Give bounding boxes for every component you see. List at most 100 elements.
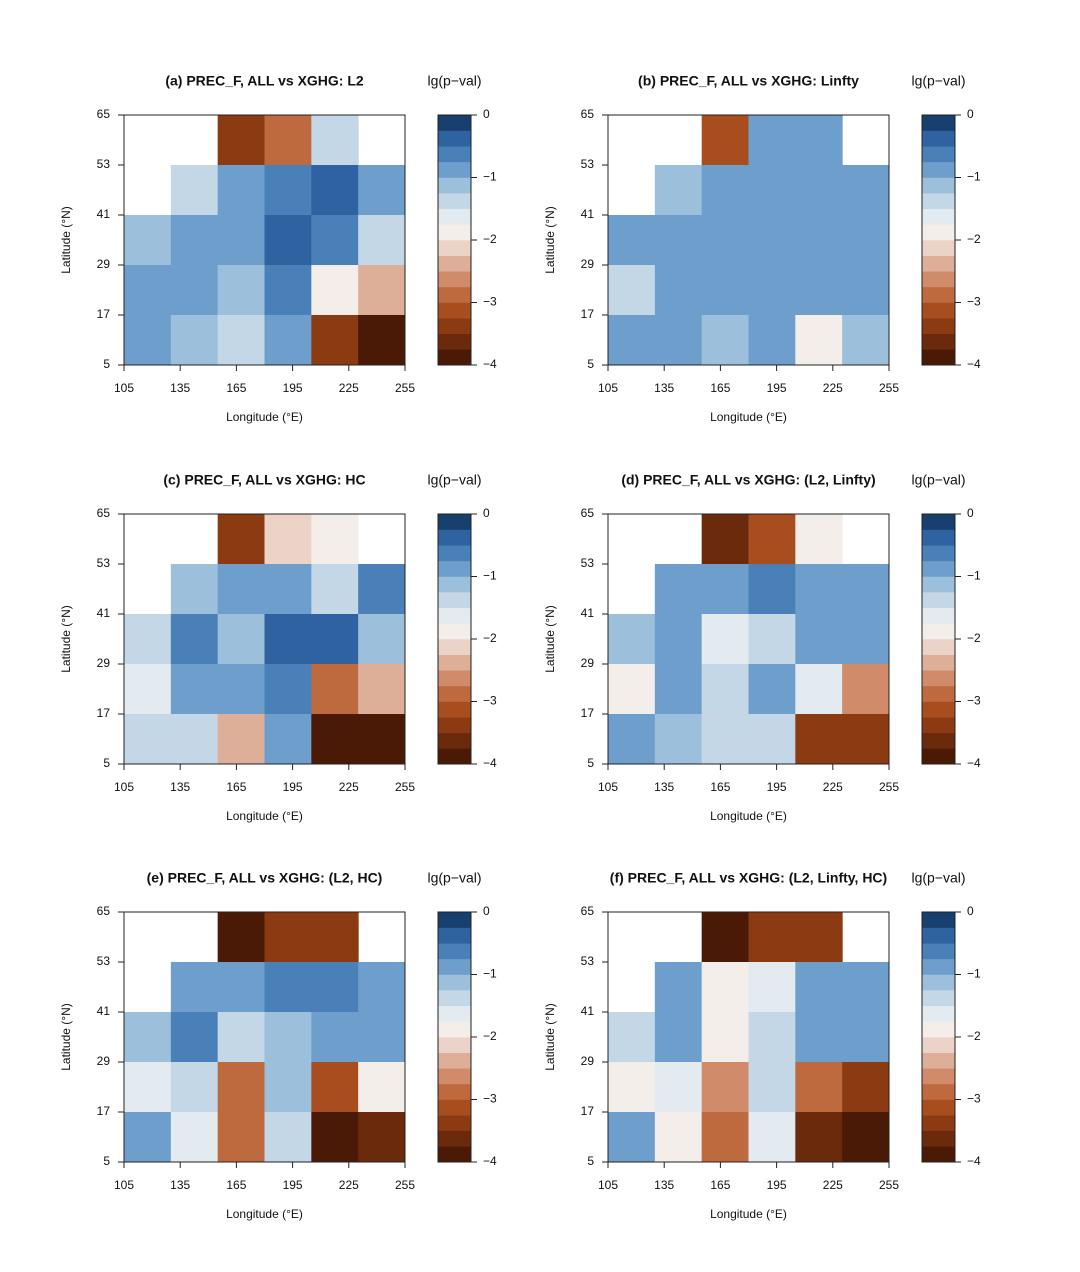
- x-axis-label: Longitude (°E): [226, 809, 303, 823]
- heat-cell: [795, 215, 843, 266]
- heat-cell: [608, 1112, 656, 1163]
- heat-cell: [842, 1012, 890, 1063]
- colorbar-swatch: [922, 349, 955, 366]
- colorbar-swatch: [438, 529, 471, 546]
- x-tick-label: 195: [767, 1178, 787, 1192]
- colorbar-swatch: [438, 1083, 471, 1100]
- colorbar-swatch: [922, 1068, 955, 1085]
- heat-cell: [608, 1012, 656, 1063]
- heat-cell: [124, 664, 172, 715]
- heat-cell: [264, 912, 312, 963]
- colorbar-swatch: [922, 208, 955, 225]
- colorbar-swatch: [438, 208, 471, 225]
- heat-cell: [701, 1012, 749, 1063]
- colorbar-swatch: [922, 927, 955, 944]
- colorbar-swatch: [922, 958, 955, 975]
- colorbar-swatch: [438, 958, 471, 975]
- heat-cell: [264, 1012, 312, 1063]
- heat-cell: [748, 1062, 796, 1113]
- colorbar-swatch: [922, 1021, 955, 1038]
- x-tick-label: 165: [226, 381, 246, 395]
- x-tick-label: 135: [170, 1178, 190, 1192]
- x-axis-label: Longitude (°E): [710, 809, 787, 823]
- x-tick-label: 255: [879, 780, 899, 794]
- heat-cell: [842, 962, 890, 1013]
- heat-cell: [654, 962, 703, 1013]
- colorbar-swatch: [922, 193, 955, 210]
- colorbar-swatch: [922, 990, 955, 1007]
- heat-cell: [311, 115, 359, 166]
- colorbar-swatch: [922, 286, 955, 303]
- colorbar-swatch: [922, 1005, 955, 1022]
- heat-cell: [311, 165, 359, 216]
- heat-cell: [124, 215, 172, 266]
- heat-cell: [311, 912, 359, 963]
- colorbar-swatch: [922, 1083, 955, 1100]
- heat-cell: [217, 1062, 265, 1113]
- y-axis-label: Latitude (°N): [543, 1003, 557, 1071]
- heat-cell: [795, 714, 843, 765]
- heat-cell: [217, 564, 265, 615]
- heat-cell: [264, 165, 312, 216]
- colorbar-tick-label: −3: [483, 694, 497, 708]
- heat-cell: [264, 962, 312, 1013]
- x-tick-label: 225: [823, 381, 843, 395]
- colorbar-swatch: [438, 560, 471, 577]
- colorbar-label: lg(p−val): [911, 73, 965, 89]
- x-tick-label: 255: [395, 381, 415, 395]
- x-tick-label: 135: [170, 780, 190, 794]
- heat-cell: [170, 215, 219, 266]
- colorbar-tick-label: −3: [483, 1092, 497, 1106]
- colorbar-tick-label: −2: [483, 1029, 497, 1043]
- heat-cell: [124, 315, 172, 366]
- heat-cell: [795, 912, 843, 963]
- colorbar-label: lg(p−val): [911, 870, 965, 886]
- panel-title: (d) PREC_F, ALL vs XGHG: (L2, Linfty): [621, 472, 875, 488]
- heat-cell: [654, 1012, 703, 1063]
- y-tick-label: 65: [581, 904, 595, 918]
- x-tick-label: 225: [823, 780, 843, 794]
- colorbar-label: lg(p−val): [427, 472, 481, 488]
- heat-cell: [654, 614, 703, 665]
- colorbar-swatch: [922, 130, 955, 147]
- x-tick-label: 105: [598, 780, 618, 794]
- colorbar-label: lg(p−val): [427, 73, 481, 89]
- heat-cell: [264, 1112, 312, 1163]
- y-tick-label: 53: [97, 954, 111, 968]
- colorbar-tick-label: −4: [967, 1154, 981, 1168]
- heat-cell: [608, 265, 656, 316]
- heat-cell: [748, 265, 796, 316]
- y-tick-label: 53: [97, 556, 111, 570]
- colorbar-swatch: [922, 545, 955, 562]
- x-tick-label: 165: [226, 1178, 246, 1192]
- heat-cell: [654, 215, 703, 266]
- colorbar-swatch: [438, 271, 471, 288]
- panel-title: (b) PREC_F, ALL vs XGHG: Linfty: [638, 73, 859, 89]
- y-tick-label: 41: [97, 207, 111, 221]
- x-tick-label: 225: [339, 1178, 359, 1192]
- y-tick-label: 65: [97, 904, 111, 918]
- x-tick-label: 135: [654, 780, 674, 794]
- heat-cell: [701, 714, 749, 765]
- heat-cell: [748, 1012, 796, 1063]
- colorbar-swatch: [922, 943, 955, 960]
- heat-cell: [358, 714, 406, 765]
- heat-cell: [654, 664, 703, 715]
- heat-cell: [217, 1012, 265, 1063]
- colorbar-swatch: [438, 639, 471, 655]
- heat-cell: [124, 1012, 172, 1063]
- heat-cell: [795, 564, 843, 615]
- colorbar-swatch: [922, 639, 955, 655]
- heat-cell: [264, 315, 312, 366]
- y-tick-label: 29: [97, 656, 111, 670]
- x-tick-label: 165: [710, 1178, 730, 1192]
- colorbar-tick-label: −4: [967, 756, 981, 770]
- heat-cell: [358, 664, 406, 715]
- colorbar-tick-label: −4: [483, 357, 497, 371]
- colorbar-swatch: [922, 302, 955, 319]
- heat-cell: [358, 165, 406, 216]
- x-tick-label: 135: [654, 1178, 674, 1192]
- colorbar-swatch: [438, 349, 471, 366]
- colorbar-tick-label: 0: [967, 904, 974, 918]
- colorbar-tick-label: −1: [967, 569, 981, 583]
